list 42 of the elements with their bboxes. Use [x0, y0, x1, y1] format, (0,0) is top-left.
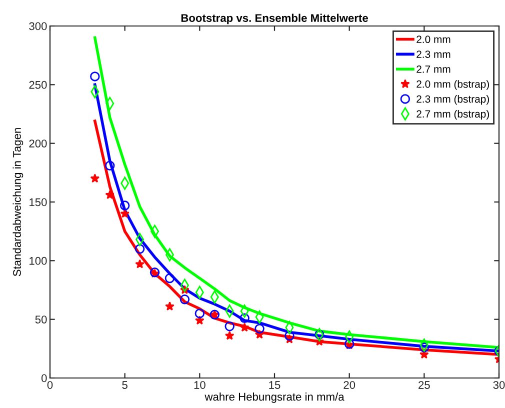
- point: [105, 190, 115, 200]
- point: [240, 313, 250, 324]
- x-tick-label: 0: [47, 381, 53, 389]
- point: [240, 322, 250, 332]
- point: [134, 244, 145, 254]
- x-tick-label: 20: [344, 381, 356, 389]
- point: [105, 160, 115, 170]
- y-axis-title: Standardabweichung in Tagen: [12, 128, 24, 276]
- y-tick-label: 200: [29, 140, 47, 148]
- point: [194, 308, 205, 318]
- point: [195, 316, 204, 325]
- x-tick-label: 15: [269, 381, 280, 389]
- legend-label: 2.3 mm (bstrap): [416, 95, 489, 105]
- y-tick-label: 300: [29, 22, 47, 30]
- x-tick-label: 25: [418, 381, 430, 389]
- point: [224, 330, 234, 340]
- point: [164, 273, 175, 284]
- point: [90, 174, 100, 183]
- point: [90, 72, 100, 82]
- point: [180, 294, 190, 304]
- y-tick-label: 250: [29, 80, 47, 89]
- y-tick-label: 150: [30, 198, 47, 206]
- x-tick-label: 10: [194, 381, 206, 389]
- legend-label: 2.7 mm (bstrap): [416, 110, 489, 120]
- point: [165, 302, 174, 310]
- legend-label: 2.3 mm: [416, 50, 450, 58]
- y-tick-label: 100: [30, 256, 47, 265]
- legend-label: 2.0 mm: [416, 36, 450, 44]
- point: [284, 330, 294, 341]
- x-tick-label: 5: [122, 381, 128, 389]
- point: [135, 259, 144, 268]
- point: [224, 322, 234, 332]
- legend-label: 2.0 mm (bstrap): [416, 80, 489, 90]
- x-tick-label: 30: [493, 381, 505, 389]
- x-axis-title: wahre Hebungsrate in mm/a: [204, 392, 344, 403]
- legend-label: 2.7 mm: [416, 65, 450, 73]
- y-tick-label: 50: [35, 316, 47, 324]
- point: [120, 200, 130, 210]
- chart-title: Bootstrap vs. Ensemble Mittelwerte: [181, 14, 368, 24]
- point: [254, 324, 264, 334]
- point: [419, 342, 430, 352]
- y-tick-label: 0: [41, 374, 47, 382]
